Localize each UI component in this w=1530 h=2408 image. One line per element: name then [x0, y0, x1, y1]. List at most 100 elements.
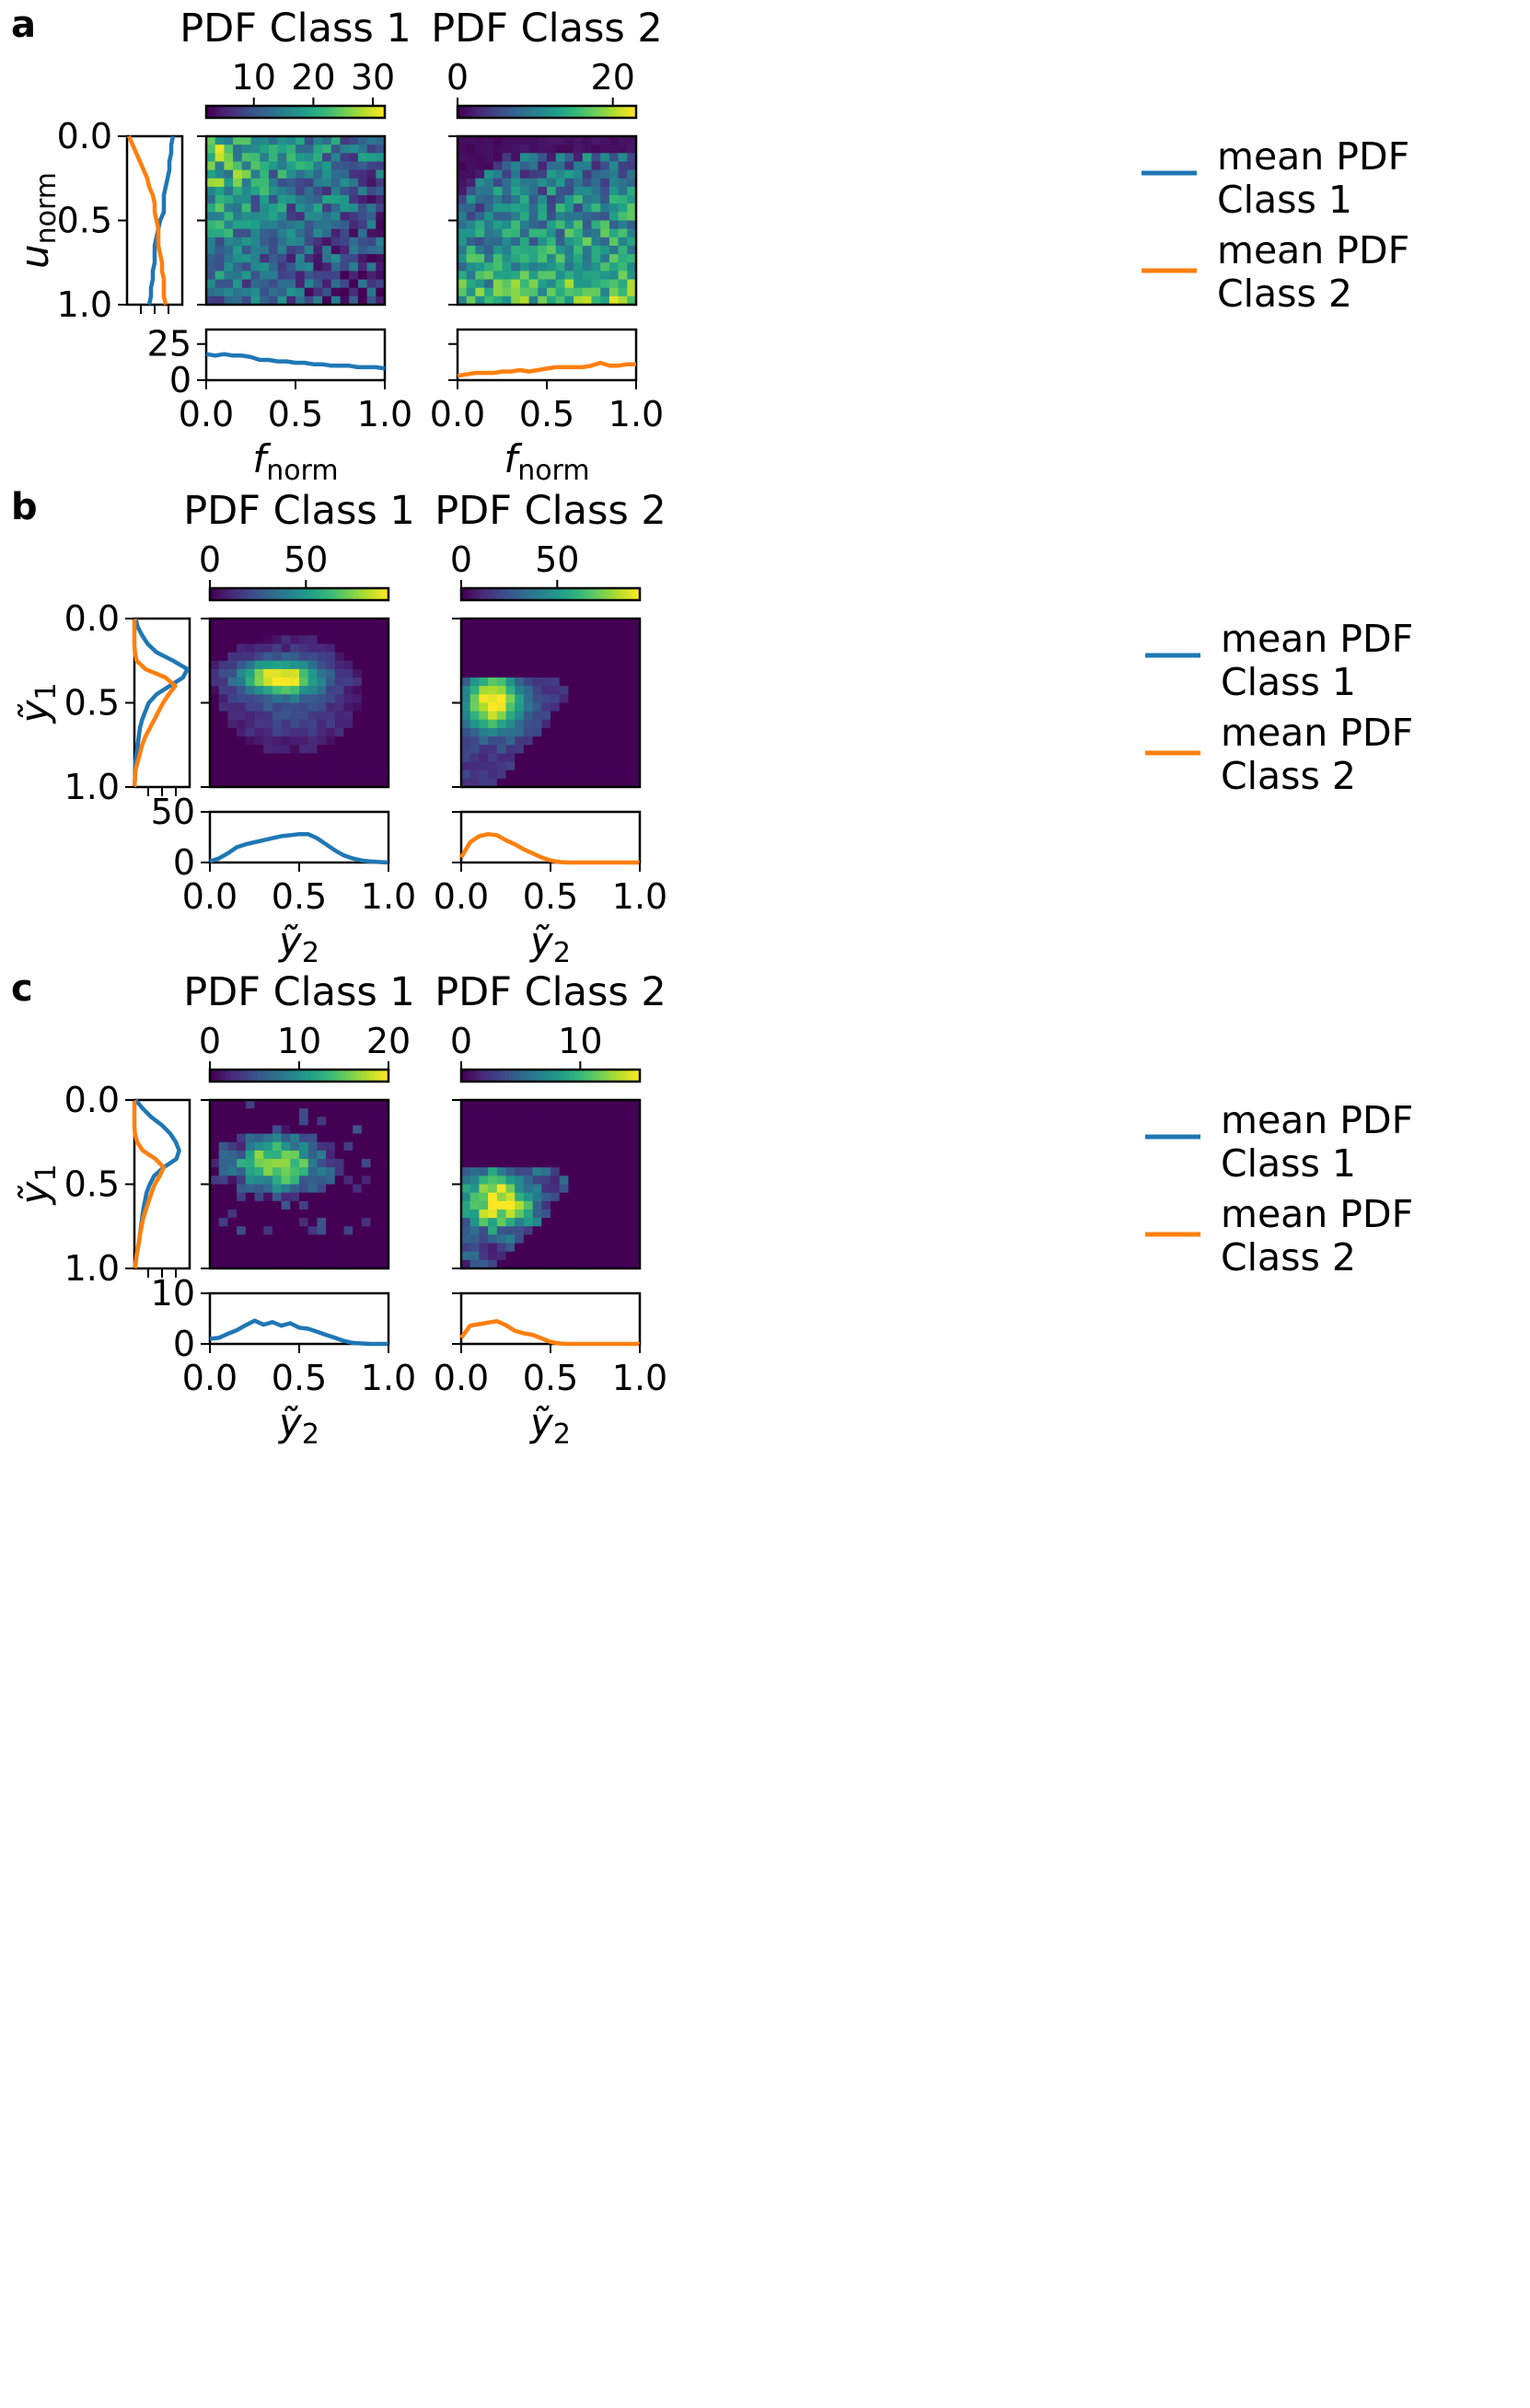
colorbar-segment: [627, 106, 632, 118]
heatmap-cell: [564, 195, 574, 204]
heatmap-cell: [484, 186, 494, 196]
heatmap-cell: [361, 778, 372, 788]
heatmap-cell: [515, 1175, 525, 1186]
heatmap-cell: [210, 1234, 220, 1245]
heatmap-cell: [237, 761, 247, 771]
heatmap-cell: [260, 169, 270, 179]
heatmap-cell: [621, 1133, 632, 1143]
heatmap-cell: [370, 1100, 380, 1109]
heatmap-cell: [577, 619, 587, 628]
heatmap-cell: [493, 237, 504, 247]
heatmap-cell: [370, 1150, 380, 1160]
heatmap-cell: [268, 153, 279, 163]
heatmap-cell: [532, 711, 542, 721]
colorbar-segment: [499, 106, 504, 118]
heatmap-cell: [218, 668, 228, 678]
heatmap-cell: [379, 1117, 389, 1127]
colorbar-segment: [253, 106, 258, 118]
heatmap-cell: [609, 169, 620, 179]
colorbar-segment: [317, 588, 321, 600]
heatmap-cell: [281, 711, 291, 721]
colorbar-segment: [481, 106, 485, 118]
heatmap-cell: [515, 1100, 525, 1109]
heatmap-cell: [263, 778, 273, 788]
heatmap-cell: [595, 1234, 605, 1245]
colorbar-segment: [540, 106, 545, 118]
heatmap-cell: [307, 1133, 318, 1143]
heatmap-cell: [568, 1117, 578, 1127]
heatmap-cell: [574, 228, 584, 238]
heatmap-cell: [357, 254, 368, 263]
heatmap-cell: [227, 1150, 238, 1160]
colorbar-segment: [367, 1070, 372, 1082]
colorbar-segment: [341, 1070, 345, 1082]
heatmap-cell: [585, 1108, 597, 1117]
heatmap-cell: [263, 1159, 273, 1168]
colorbar-segment: [515, 588, 519, 600]
heatmap-cell: [528, 145, 539, 154]
heatmap-cell: [224, 237, 234, 247]
heatmap-cell: [277, 245, 287, 255]
heatmap-cell: [379, 1192, 389, 1202]
heatmap-cell: [214, 212, 225, 222]
heatmap-cell: [307, 1125, 318, 1135]
heatmap-cell: [631, 627, 641, 636]
heatmap-cell: [532, 1108, 542, 1117]
heatmap-cell: [559, 1159, 569, 1168]
legend-label-class-2-line-1: mean PDF: [1217, 228, 1409, 272]
heatmap-cell: [574, 245, 584, 255]
heatmap-cell: [582, 237, 593, 247]
heatmap-cell: [281, 736, 291, 746]
heatmap-cell: [585, 761, 597, 771]
colorbar-tick-label: 0: [199, 539, 221, 580]
heatmap-cell: [290, 1125, 300, 1135]
heatmap-cell: [604, 619, 614, 628]
colorbar-segment: [568, 588, 573, 600]
heatmap-cell: [250, 136, 261, 145]
heatmap-cell: [515, 1150, 525, 1160]
colorbar-segment: [260, 588, 264, 600]
heatmap-cell: [600, 169, 610, 179]
colorbar-segment: [633, 1070, 638, 1082]
heatmap-cell: [379, 1226, 389, 1235]
heatmap-cell: [612, 1234, 623, 1245]
heatmap-cell: [218, 1259, 228, 1269]
heatmap-cell: [595, 1184, 605, 1194]
heatmap-cell: [214, 169, 225, 179]
colorbar-segment: [491, 588, 495, 600]
heatmap-cell: [224, 228, 234, 238]
heatmap-cell: [582, 228, 593, 238]
heatmap-cell: [502, 262, 512, 272]
heatmap-cell: [245, 1234, 256, 1245]
xlabel: fnorm: [252, 436, 338, 487]
colorbar-frame: [456, 104, 638, 120]
heatmap-cell: [523, 778, 534, 788]
heatmap-cell: [227, 761, 238, 771]
heatmap-cell: [227, 745, 238, 754]
heatmap-cell: [277, 254, 287, 263]
heatmap-cell: [370, 677, 380, 687]
heatmap-cell: [475, 254, 485, 263]
heatmap-cell: [322, 237, 332, 247]
colorbar-segment: [461, 588, 465, 600]
heatmap-cell: [528, 279, 539, 289]
heatmap-cell: [237, 686, 247, 695]
heatmap-cell: [488, 694, 498, 704]
heatmap-cell: [254, 719, 264, 729]
heatmap-cell: [268, 262, 279, 272]
heatmap-cell: [343, 1175, 354, 1186]
heatmap-cell: [304, 169, 314, 179]
heatmap-cell: [260, 136, 270, 145]
colorbar-segment: [322, 1070, 327, 1082]
heatmap-cell: [307, 694, 318, 704]
colorbar-segment: [230, 588, 235, 600]
xlabel: ỹ2: [528, 1400, 571, 1451]
heatmap-cell: [631, 652, 641, 662]
heatmap-cell: [496, 1167, 507, 1176]
heatmap-cell: [340, 169, 350, 179]
heatmap-cell: [541, 1251, 551, 1261]
colorbar-tick-label: 0: [450, 539, 472, 580]
heatmap-cell: [237, 643, 247, 654]
heatmap-cell: [214, 220, 225, 230]
heatmap-cell: [343, 1141, 354, 1152]
